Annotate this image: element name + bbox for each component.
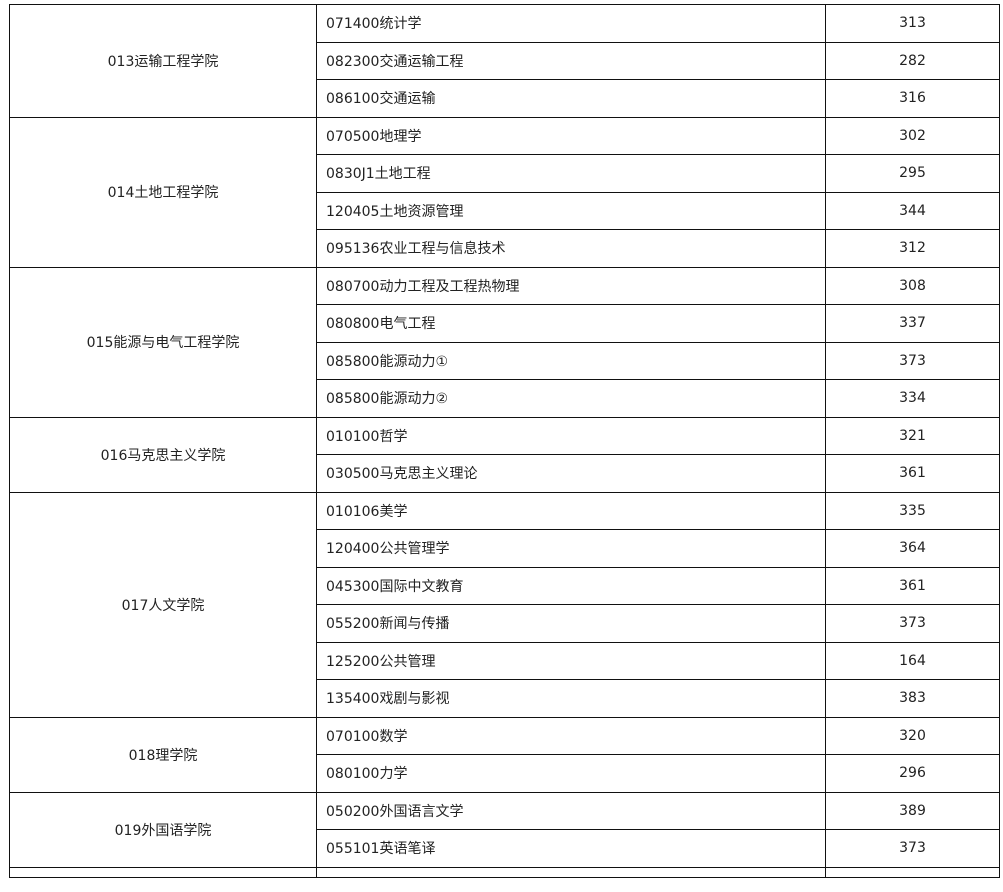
score-cell: 296 bbox=[825, 754, 1000, 793]
major-cell bbox=[316, 866, 826, 878]
major-cell: 086100交通运输 bbox=[316, 79, 826, 118]
table-row: 013运输工程学院 071400统计学 313 bbox=[9, 4, 1000, 118]
score-cell: 383 bbox=[825, 679, 1000, 718]
score-cell: 335 bbox=[825, 491, 1000, 530]
table-row: 019外国语学院 050200外国语言文学 389 bbox=[9, 791, 1000, 868]
major-cell: 030500马克思主义理论 bbox=[316, 454, 826, 493]
major-cell: 120400公共管理学 bbox=[316, 529, 826, 568]
college-cell: 019外国语学院 bbox=[9, 791, 317, 868]
score-cell: 316 bbox=[825, 79, 1000, 118]
score-cell: 308 bbox=[825, 266, 1000, 305]
score-cell: 164 bbox=[825, 641, 1000, 680]
college-cell: 014土地工程学院 bbox=[9, 116, 317, 268]
major-cell: 070100数学 bbox=[316, 716, 826, 755]
major-cell: 085800能源动力① bbox=[316, 341, 826, 380]
table-row: 016马克思主义学院 010100哲学 321 bbox=[9, 416, 1000, 493]
college-cell: 018理学院 bbox=[9, 716, 317, 793]
college-cell: 015能源与电气工程学院 bbox=[9, 266, 317, 418]
major-cell: 070500地理学 bbox=[316, 116, 826, 155]
major-cell: 080700动力工程及工程热物理 bbox=[316, 266, 826, 305]
table-row: 085800能源动力① 373 bbox=[10, 341, 1000, 380]
score-cell: 320 bbox=[825, 716, 1000, 755]
score-cell: 361 bbox=[825, 566, 1000, 605]
table-row: 0830J1土地工程 295 bbox=[10, 154, 1000, 193]
major-cell: 080800电气工程 bbox=[316, 304, 826, 343]
score-cell: 373 bbox=[825, 341, 1000, 380]
table-row: 018理学院 070100数学 320 bbox=[9, 716, 1000, 793]
table-row: 080800电气工程 337 bbox=[10, 304, 1000, 343]
score-cell: 302 bbox=[825, 116, 1000, 155]
table-row: 017人文学院 010106美学 335 bbox=[9, 491, 1000, 718]
major-cell: 050200外国语言文学 bbox=[316, 791, 826, 830]
table-row: 015能源与电气工程学院 080700动力工程及工程热物理 308 bbox=[9, 266, 1000, 418]
score-cell bbox=[825, 866, 1000, 878]
major-cell: 055101英语笔译 bbox=[316, 829, 826, 868]
score-cell: 321 bbox=[825, 416, 1000, 455]
score-cell: 313 bbox=[825, 4, 1000, 43]
table-row: 082300交通运输工程 282 bbox=[10, 41, 1000, 80]
table-row: 125200公共管理 164 bbox=[10, 641, 1000, 680]
score-cell: 337 bbox=[825, 304, 1000, 343]
score-cell: 389 bbox=[825, 791, 1000, 830]
table-row: 085800能源动力② 334 bbox=[10, 379, 1000, 418]
major-cell: 010106美学 bbox=[316, 491, 826, 530]
score-cell: 344 bbox=[825, 191, 1000, 230]
major-cell: 0830J1土地工程 bbox=[316, 154, 826, 193]
table-row-partial bbox=[9, 866, 1000, 878]
major-cell: 071400统计学 bbox=[316, 4, 826, 43]
table-row: 055200新闻与传播 373 bbox=[10, 604, 1000, 643]
score-cell: 312 bbox=[825, 229, 1000, 268]
table-row: 014土地工程学院 070500地理学 302 bbox=[9, 116, 1000, 268]
major-cell: 082300交通运输工程 bbox=[316, 41, 826, 80]
major-cell: 085800能源动力② bbox=[316, 379, 826, 418]
major-cell: 010100哲学 bbox=[316, 416, 826, 455]
score-cell: 361 bbox=[825, 454, 1000, 493]
college-cell: 013运输工程学院 bbox=[9, 4, 317, 118]
major-cell: 055200新闻与传播 bbox=[316, 604, 826, 643]
score-cell: 295 bbox=[825, 154, 1000, 193]
score-cell: 282 bbox=[825, 41, 1000, 80]
major-cell: 095136农业工程与信息技术 bbox=[316, 229, 826, 268]
major-cell: 080100力学 bbox=[316, 754, 826, 793]
score-cell: 334 bbox=[825, 379, 1000, 418]
major-cell: 120405土地资源管理 bbox=[316, 191, 826, 230]
table-row: 095136农业工程与信息技术 312 bbox=[10, 229, 1000, 268]
table-row: 045300国际中文教育 361 bbox=[10, 566, 1000, 605]
major-cell: 045300国际中文教育 bbox=[316, 566, 826, 605]
college-cell bbox=[9, 866, 317, 878]
score-cell: 364 bbox=[825, 529, 1000, 568]
table-row: 086100交通运输 316 bbox=[10, 79, 1000, 118]
table-row: 055101英语笔译 373 bbox=[10, 829, 1000, 868]
major-cell: 135400戏剧与影视 bbox=[316, 679, 826, 718]
score-table: 013运输工程学院 071400统计学 313 082300交通运输工程 282 0861… bbox=[9, 4, 1000, 878]
college-cell: 016马克思主义学院 bbox=[9, 416, 317, 493]
score-cell: 373 bbox=[825, 829, 1000, 868]
score-cell: 373 bbox=[825, 604, 1000, 643]
table-row: 030500马克思主义理论 361 bbox=[10, 454, 1000, 493]
college-cell: 017人文学院 bbox=[9, 491, 317, 718]
major-cell: 125200公共管理 bbox=[316, 641, 826, 680]
table-row: 135400戏剧与影视 383 bbox=[10, 679, 1000, 718]
table-row: 080100力学 296 bbox=[10, 754, 1000, 793]
table-row: 120405土地资源管理 344 bbox=[10, 191, 1000, 230]
